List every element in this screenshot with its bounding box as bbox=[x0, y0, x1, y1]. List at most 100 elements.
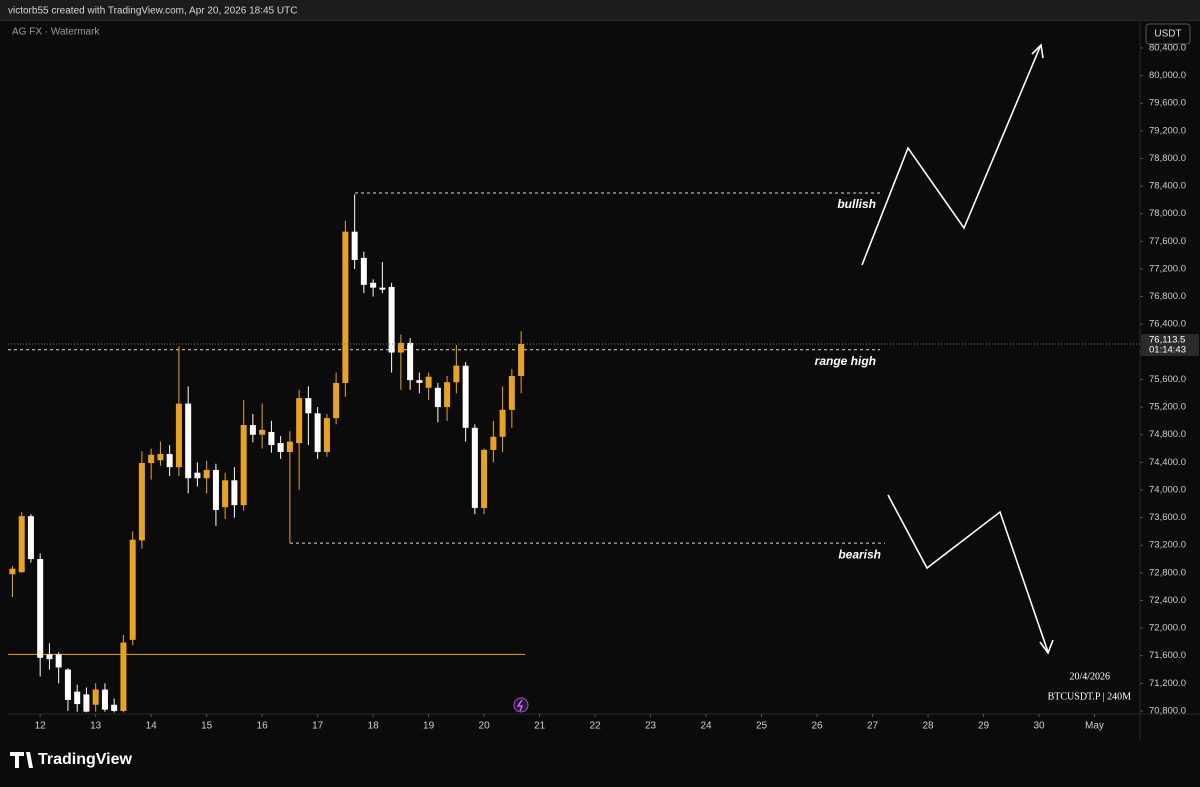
candle-body bbox=[157, 454, 164, 461]
candle-body bbox=[64, 669, 71, 700]
candle-body bbox=[518, 344, 525, 377]
y-tick-label: 70,800.0 bbox=[1149, 705, 1186, 716]
last-price-box bbox=[1141, 334, 1199, 357]
candle-body bbox=[101, 689, 108, 710]
candle-body bbox=[185, 403, 192, 479]
candle-body bbox=[249, 425, 256, 435]
candle-body bbox=[27, 516, 34, 560]
candle-body bbox=[46, 654, 53, 660]
candle-body bbox=[55, 654, 62, 668]
currency-label: USDT bbox=[1154, 29, 1181, 40]
candle-body bbox=[314, 413, 321, 452]
x-tick-label: 13 bbox=[90, 721, 102, 732]
y-tick-label: 76,400.0 bbox=[1149, 319, 1186, 330]
candle-body bbox=[471, 427, 478, 508]
candle-body bbox=[240, 425, 247, 506]
x-tick-label: 28 bbox=[922, 721, 934, 732]
y-tick-label: 78,400.0 bbox=[1149, 181, 1186, 192]
candle-body bbox=[175, 403, 182, 468]
candle-body bbox=[148, 454, 155, 464]
y-tick-label: 80,000.0 bbox=[1149, 70, 1186, 81]
candle-body bbox=[434, 387, 441, 408]
y-tick-label: 79,200.0 bbox=[1149, 125, 1186, 136]
y-tick-label: 76,800.0 bbox=[1149, 291, 1186, 302]
divider bbox=[0, 20, 1200, 21]
candle-body bbox=[342, 231, 349, 383]
y-tick-label: 78,800.0 bbox=[1149, 153, 1186, 164]
level-label: bearish bbox=[838, 547, 881, 561]
plot: 70,800.0 71,200.0 71,600.0 72,000.0 72,400.0… bbox=[8, 42, 1199, 732]
candle-body bbox=[286, 441, 293, 452]
candle-body bbox=[323, 418, 330, 452]
candle-body bbox=[231, 480, 238, 506]
x-tick-label: 24 bbox=[701, 721, 713, 732]
candle-body bbox=[296, 398, 303, 444]
last-price-label: 76,113.5 bbox=[1149, 335, 1185, 346]
x-tick-label: 16 bbox=[257, 721, 269, 732]
alert-icon[interactable] bbox=[513, 697, 529, 713]
x-tick-label: 12 bbox=[35, 721, 47, 732]
bullish-path bbox=[861, 46, 1041, 266]
y-tick-label: 77,200.0 bbox=[1149, 263, 1186, 274]
x-tick-label: 30 bbox=[1033, 721, 1045, 732]
y-tick-label: 74,000.0 bbox=[1149, 484, 1186, 495]
y-tick-label: 74,400.0 bbox=[1149, 457, 1186, 468]
watermark: AG FX · Watermark bbox=[12, 27, 100, 38]
footer-bar bbox=[0, 740, 1200, 782]
candle-body bbox=[425, 376, 432, 388]
candle-body bbox=[444, 382, 451, 408]
y-tick-label: 73,600.0 bbox=[1149, 512, 1186, 523]
candle-body bbox=[305, 398, 312, 414]
y-tick-label: 74,800.0 bbox=[1149, 429, 1186, 440]
tv-logo-text: TradingView bbox=[38, 751, 133, 768]
candle-body bbox=[194, 472, 201, 479]
candle-body bbox=[259, 429, 266, 435]
bearish-path bbox=[887, 494, 1049, 653]
countdown: 01:14:43 bbox=[1149, 345, 1186, 356]
header-text: victorb55 created with TradingView.com, … bbox=[8, 6, 297, 17]
x-tick-label: 22 bbox=[590, 721, 602, 732]
y-tick-label: 79,600.0 bbox=[1149, 98, 1186, 109]
x-tick-label: 29 bbox=[978, 721, 990, 732]
candle-body bbox=[351, 231, 358, 260]
candle-body bbox=[508, 376, 515, 410]
x-tick-label: May bbox=[1085, 721, 1104, 732]
y-tick-label: 72,000.0 bbox=[1149, 623, 1186, 634]
y-tick-label: 71,600.0 bbox=[1149, 650, 1186, 661]
tv-logo-mark bbox=[10, 752, 33, 768]
x-tick-label: 14 bbox=[146, 721, 158, 732]
y-tick-label: 71,200.0 bbox=[1149, 678, 1186, 689]
candle-body bbox=[111, 704, 118, 711]
y-tick-label: 72,800.0 bbox=[1149, 567, 1186, 578]
chart-date: 20/4/2026 bbox=[1069, 671, 1110, 682]
x-tick-label: 27 bbox=[867, 721, 879, 732]
arrow-head bbox=[1031, 43, 1044, 59]
candle-body bbox=[397, 342, 404, 353]
header-bar bbox=[0, 0, 1200, 20]
level-label: range high bbox=[815, 354, 876, 368]
currency-button[interactable] bbox=[1145, 23, 1191, 45]
candle-body bbox=[277, 443, 284, 452]
candle-body bbox=[18, 516, 25, 573]
candle-body bbox=[453, 365, 460, 383]
x-tick-label: 18 bbox=[368, 721, 380, 732]
candle-body bbox=[407, 342, 414, 381]
x-tick-label: 25 bbox=[756, 721, 768, 732]
x-tick-label: 23 bbox=[645, 721, 657, 732]
x-tick-label: 15 bbox=[201, 721, 213, 732]
candle-body bbox=[74, 691, 81, 705]
candle-body bbox=[462, 365, 469, 428]
y-tick-label: 75,600.0 bbox=[1149, 374, 1186, 385]
y-tick-label: 75,200.0 bbox=[1149, 402, 1186, 413]
candle-body bbox=[370, 282, 377, 288]
candle-body bbox=[499, 409, 506, 437]
candle-body bbox=[222, 480, 229, 508]
y-tick-label: 73,200.0 bbox=[1149, 540, 1186, 551]
candle-body bbox=[360, 257, 367, 285]
candle-body bbox=[83, 694, 90, 712]
candle-body bbox=[416, 380, 423, 383]
candle-body bbox=[212, 469, 219, 510]
x-tick-label: 20 bbox=[479, 721, 491, 732]
